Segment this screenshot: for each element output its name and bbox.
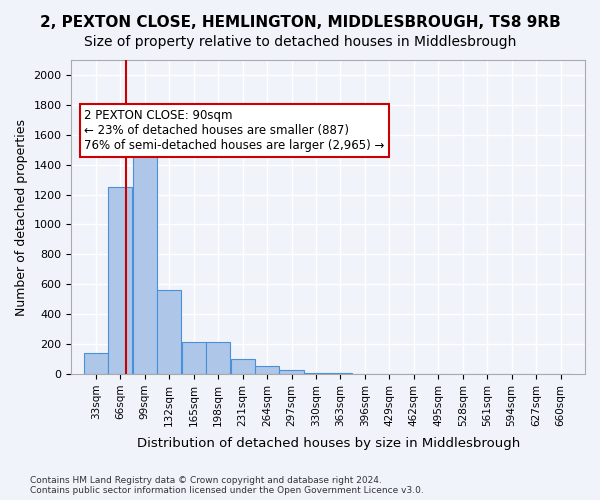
Bar [157, 290, 181, 374]
Bar [108, 187, 133, 374]
Text: Contains HM Land Registry data © Crown copyright and database right 2024.
Contai: Contains HM Land Registry data © Crown c… [30, 476, 424, 495]
Text: 2 PEXTON CLOSE: 90sqm
← 23% of detached houses are smaller (887)
76% of semi-det: 2 PEXTON CLOSE: 90sqm ← 23% of detached … [85, 109, 385, 152]
Bar [133, 141, 157, 374]
Bar [280, 370, 304, 374]
X-axis label: Distribution of detached houses by size in Middlesbrough: Distribution of detached houses by size … [137, 437, 520, 450]
Bar [230, 359, 254, 374]
Bar [255, 366, 279, 374]
Text: 2, PEXTON CLOSE, HEMLINGTON, MIDDLESBROUGH, TS8 9RB: 2, PEXTON CLOSE, HEMLINGTON, MIDDLESBROU… [40, 15, 560, 30]
Bar [182, 342, 206, 374]
Text: Size of property relative to detached houses in Middlesbrough: Size of property relative to detached ho… [84, 35, 516, 49]
Bar [84, 353, 108, 374]
Bar [206, 342, 230, 374]
Bar [304, 372, 328, 374]
Y-axis label: Number of detached properties: Number of detached properties [15, 118, 28, 316]
